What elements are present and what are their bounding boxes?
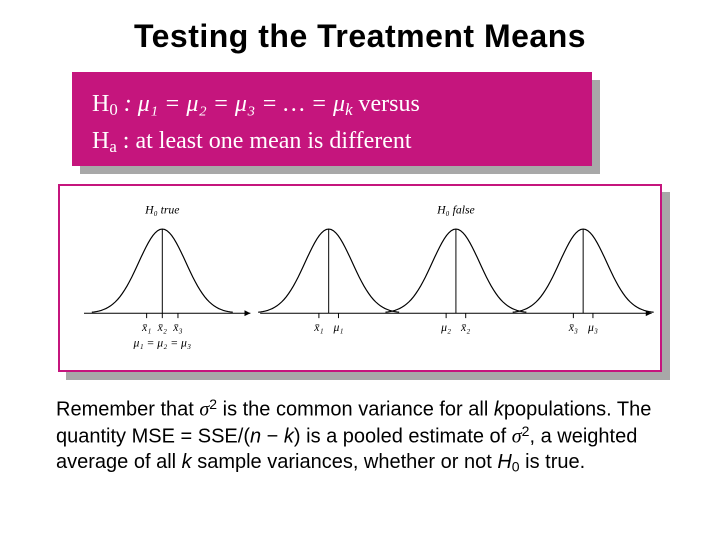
svg-text:x̄₂: x̄₂ (460, 321, 470, 334)
svg-text:μ₃: μ₃ (587, 321, 598, 334)
svg-text:μ₁ = μ₂ = μ₃: μ₁ = μ₂ = μ₃ (133, 337, 191, 350)
page-title: Testing the Treatment Means (0, 0, 720, 55)
svg-text:H₀ false: H₀ false (436, 203, 475, 216)
ha-line: Ha : at least one mean is different (92, 123, 572, 160)
svg-text:x̄₃: x̄₃ (568, 321, 578, 334)
graph-box: x̄₁ x̄₂ x̄₃ μ₁ = μ₂ = μ₃ H₀ true x̄₁ μ₁ μ₂ x̄₂ x̄… (58, 184, 662, 372)
svg-text:x̄₃: x̄₃ (172, 321, 182, 334)
distribution-diagram: x̄₁ x̄₂ x̄₃ μ₁ = μ₂ = μ₃ H₀ true x̄₁ μ₁ μ₂ x̄₂ x̄… (60, 186, 660, 370)
explanation-text: Remember that σ2 is the common variance … (56, 396, 676, 476)
hypothesis-box: H0 : μ₁ = μ₂ = μ₃ = … = μk versus Ha : a… (72, 72, 592, 166)
svg-text:x̄₂: x̄₂ (157, 321, 167, 334)
svg-text:x̄₁: x̄₁ (313, 321, 323, 334)
h0-line: H0 : μ₁ = μ₂ = μ₃ = … = μk versus (92, 86, 572, 123)
svg-text:x̄₁: x̄₁ (141, 321, 151, 334)
svg-text:H₀ true: H₀ true (144, 203, 179, 216)
svg-text:μ₂: μ₂ (440, 321, 451, 334)
svg-text:μ₁: μ₁ (332, 321, 343, 334)
